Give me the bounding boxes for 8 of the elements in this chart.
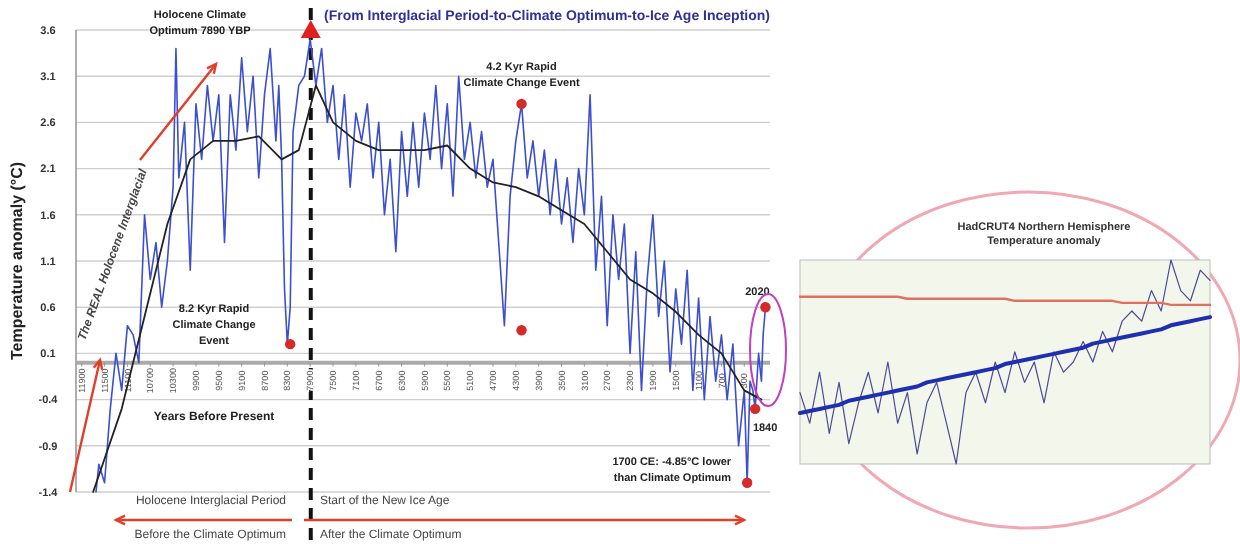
point <box>516 98 527 110</box>
point <box>741 477 753 488</box>
point <box>749 403 761 415</box>
y-axis-title: Temperature anomaly (°C) <box>7 161 26 361</box>
point <box>300 20 321 38</box>
point <box>285 338 296 350</box>
point <box>516 325 527 336</box>
point <box>760 302 771 313</box>
